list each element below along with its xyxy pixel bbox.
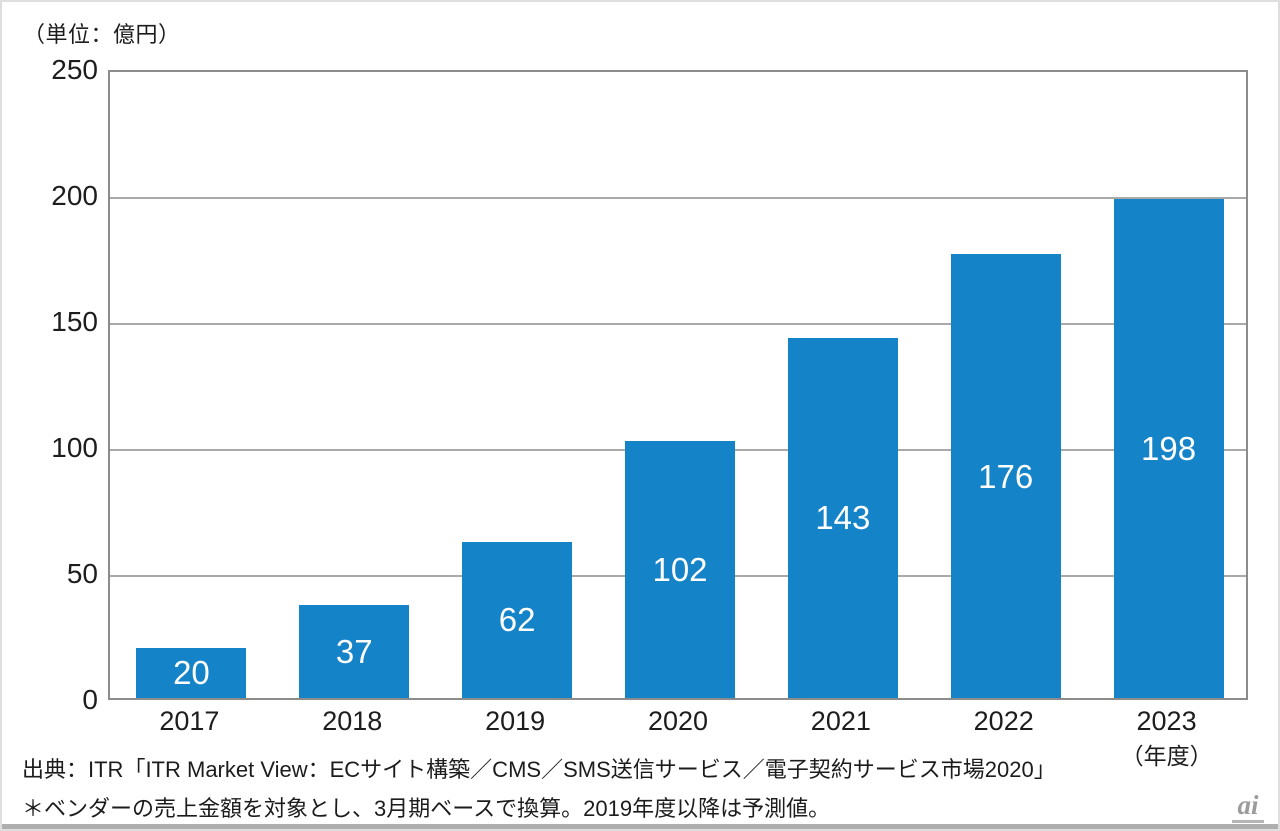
gridline-150 [110,323,1246,325]
bar-value-label: 37 [335,632,373,670]
x-tick-label-2021: 2021 [810,706,871,736]
unit-label: （単位：億円） [23,22,181,47]
watermark-subtext-bar [1232,820,1264,823]
y-tick-label-50: 50 [66,558,98,589]
bar-2021: 143 [787,337,898,698]
bar-2020: 102 [625,440,735,698]
plot-area: 20 37 62 102 143 176 198 [108,70,1248,700]
footer-notes: 出典：ITR「ITR Market View：ECサイト構築／CMS／SMS送信… [22,750,1056,828]
image-bottom-border [2,824,1278,829]
x-tick-label-2017: 2017 [159,706,220,736]
bar-value-label: 102 [652,550,708,588]
note-line: ＊ベンダーの売上金額を対象とし、3月期ベースで換算。2019年度以降は予測値。 [22,796,831,821]
y-tick-label-150: 150 [51,306,98,337]
bar-2023: 198 [1113,199,1224,698]
watermark: ai [1228,792,1268,823]
x-tick-label-2023: 2023 [1136,706,1197,736]
bar-2018: 37 [299,604,410,698]
bar-value-label: 176 [978,457,1034,495]
y-tick-label-100: 100 [51,432,98,463]
watermark-ai-logo: ai [1237,790,1259,820]
bar-2019: 62 [462,541,573,698]
x-tick-label-2022: 2022 [973,706,1034,736]
bar-value-label: 143 [815,499,871,537]
y-tick-label-0: 0 [82,684,98,715]
bar-2017: 20 [136,647,247,698]
bar-2022: 176 [950,254,1061,698]
bar-value-label: 20 [173,654,210,692]
x-tick-label-2018: 2018 [322,706,383,736]
bar-value-label: 62 [498,601,536,639]
x-tick-label-2019: 2019 [485,706,546,736]
x-axis-unit-label: （年度） [1120,743,1213,769]
y-tick-label-200: 200 [51,180,98,211]
source-line: 出典：ITR「ITR Market View：ECサイト構築／CMS／SMS送信… [22,757,1056,782]
y-tick-label-250: 250 [51,54,98,85]
gridline-200 [110,197,1246,199]
bar-value-label: 198 [1141,430,1197,468]
x-tick-label-2020: 2020 [647,706,709,736]
